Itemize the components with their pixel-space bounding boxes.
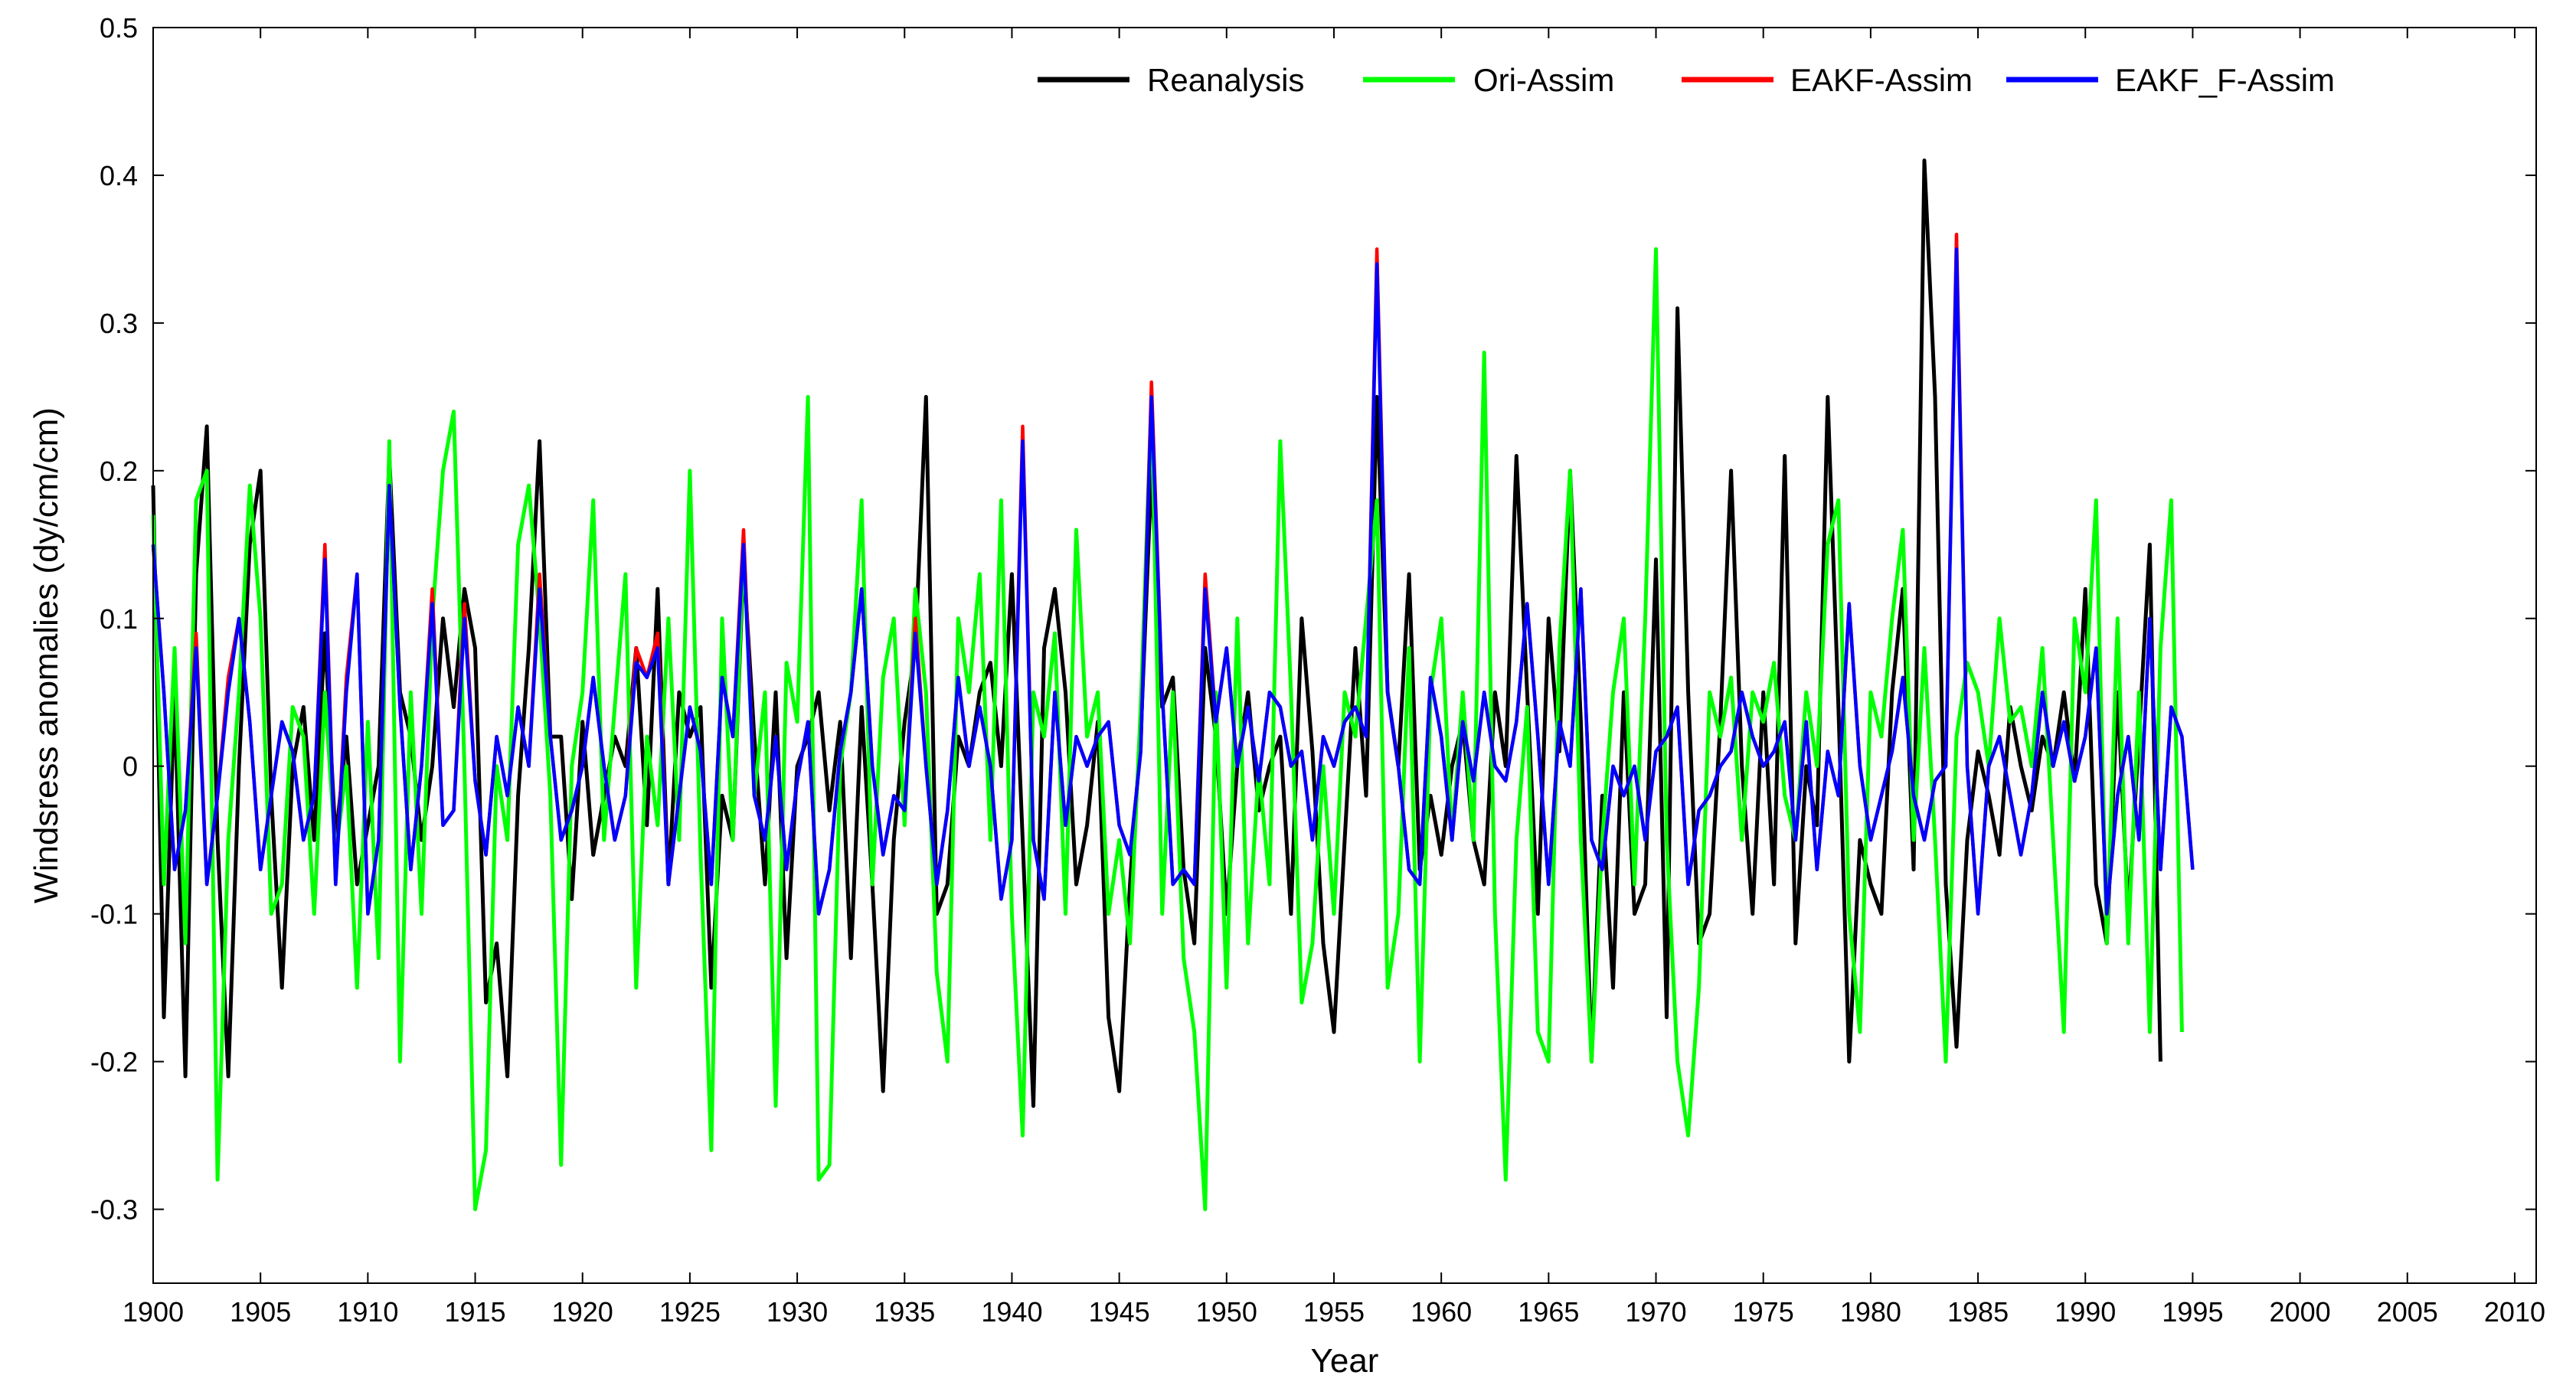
x-tick-label: 1960 <box>1411 1296 1472 1328</box>
y-tick-label: 0.2 <box>100 456 138 487</box>
x-tick-label: 1935 <box>874 1296 935 1328</box>
x-tick-label: 1905 <box>230 1296 291 1328</box>
x-axis-title: Year <box>1311 1342 1379 1380</box>
y-tick-label: 0.3 <box>100 308 138 339</box>
y-tick-label: -0.1 <box>90 899 138 930</box>
x-tick-label: 1950 <box>1196 1296 1257 1328</box>
x-tick-label: 1925 <box>659 1296 721 1328</box>
x-tick-label: 1930 <box>767 1296 828 1328</box>
legend: Reanalysis Ori-Assim EAKF-Assim EAKF_F-Assi… <box>1038 62 2335 98</box>
x-tick-label: 1945 <box>1089 1296 1150 1328</box>
y-tick-label: 0 <box>123 751 138 782</box>
x-tick-label: 1990 <box>2055 1296 2116 1328</box>
y-tick-label: 0.4 <box>100 160 138 191</box>
plot-series <box>151 158 2195 1211</box>
y-tick-label: -0.3 <box>90 1194 138 1226</box>
x-tick-label: 1985 <box>1947 1296 2009 1328</box>
x-tick-label: 1910 <box>337 1296 398 1328</box>
x-tick-label: 2005 <box>2377 1296 2438 1328</box>
legend-label-reanalysis: Reanalysis <box>1147 62 1304 98</box>
x-tick-label: 2000 <box>2270 1296 2331 1328</box>
legend-label-ori-assim: Ori-Assim <box>1473 62 1614 98</box>
y-tick-label: -0.2 <box>90 1047 138 1078</box>
plot-frame <box>152 27 2537 1284</box>
x-tick-label: 1915 <box>444 1296 505 1328</box>
legend-label-eakf-f-assim: EAKF_F-Assim <box>2115 62 2335 98</box>
x-tick-label: 1965 <box>1518 1296 1579 1328</box>
y-tick-label: 0.1 <box>100 603 138 635</box>
y-axis-title: Windsress anomalies (dy/cm/cm) <box>28 407 65 903</box>
x-tick-label: 1920 <box>552 1296 613 1328</box>
x-tick-label: 1975 <box>1733 1296 1794 1328</box>
x-tick-label: 1980 <box>1840 1296 1901 1328</box>
x-axis: 1900 1905 1910 1915 1920 1925 1930 1935 1940 1945… <box>123 28 2545 1328</box>
x-tick-label: 1940 <box>981 1296 1042 1328</box>
legend-label-eakf-assim: EAKF-Assim <box>1790 62 1973 98</box>
x-tick-label: 1995 <box>2162 1296 2223 1328</box>
series-line-eakf-f-assim <box>151 247 2195 916</box>
x-tick-label: 2010 <box>2484 1296 2545 1328</box>
y-tick-label: 0.5 <box>100 12 138 44</box>
y-axis: 0.5 0.4 0.3 0.2 0.1 0 -0.1 -0.2 -0.3 <box>90 12 2536 1226</box>
x-tick-label: 1900 <box>123 1296 184 1328</box>
x-tick-label: 1970 <box>1625 1296 1686 1328</box>
x-tick-label: 1955 <box>1303 1296 1365 1328</box>
